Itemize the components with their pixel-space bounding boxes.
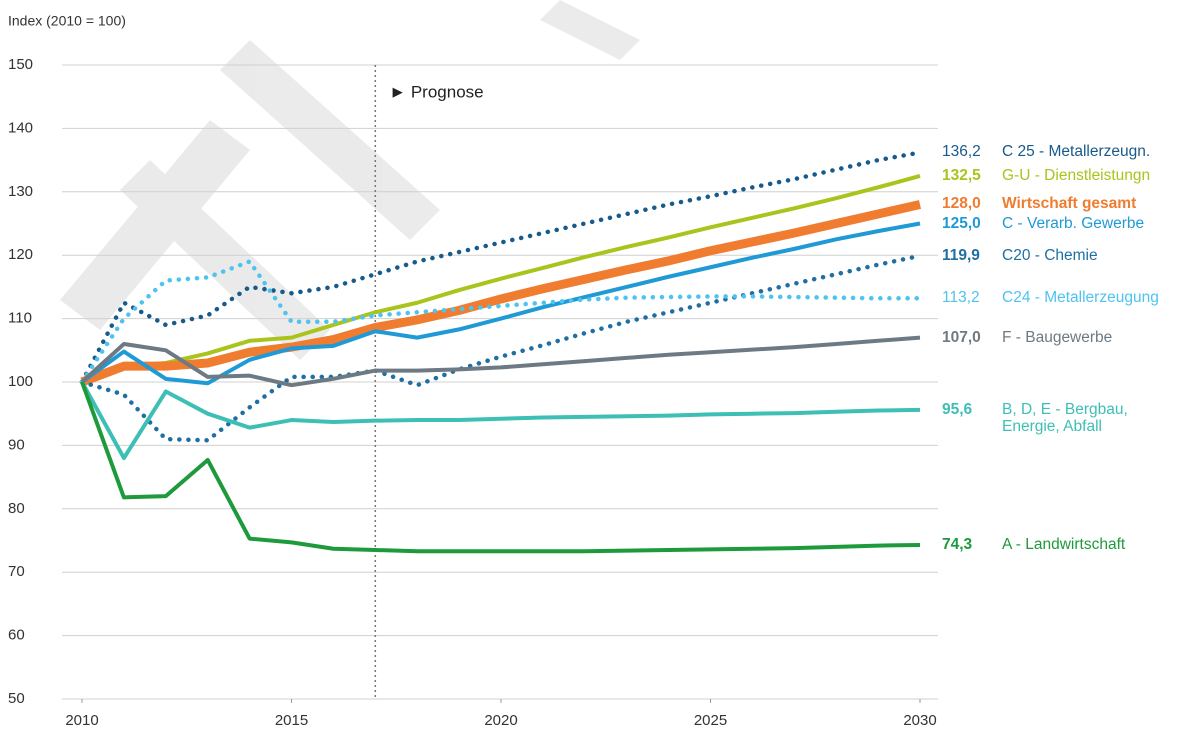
legend-entry: B, D, E - Bergbau, Energie, Abfall <box>1002 400 1128 435</box>
y-tick-label: 70 <box>8 563 25 580</box>
value-label: 95,6 <box>942 400 973 418</box>
series-line <box>81 174 921 384</box>
value-label: 136,2 <box>942 143 981 161</box>
value-label: 119,9 <box>942 246 980 264</box>
value-label: 128,0 <box>942 195 981 213</box>
series-line <box>80 200 921 387</box>
legend-entry: A - Landwirtschaft <box>1002 535 1126 553</box>
series-line <box>79 150 923 385</box>
legend-entry: F - Baugewerbe <box>1002 328 1113 346</box>
y-axis-title: Index (2010 = 100) <box>8 13 126 29</box>
x-tick-label: 2010 <box>65 712 98 729</box>
annotation: ► Prognose <box>389 82 483 101</box>
legend-entry: C20 - Chemie <box>1002 246 1098 264</box>
value-label: 74,3 <box>942 535 973 553</box>
series-line <box>79 253 923 443</box>
y-tick-label: 90 <box>8 436 25 453</box>
y-tick-label: 150 <box>8 56 33 73</box>
legend-entry: Wirtschaft gesamt <box>1002 195 1137 213</box>
y-tick-label: 50 <box>8 690 25 707</box>
y-tick-label: 100 <box>8 373 33 390</box>
y-tick-label: 60 <box>8 627 25 644</box>
y-tick-label: 120 <box>8 246 33 263</box>
series-line <box>79 259 923 385</box>
value-label: 107,0 <box>942 328 981 346</box>
x-tick-label: 2015 <box>275 712 308 729</box>
y-tick-label: 130 <box>8 183 33 200</box>
y-tick-label: 80 <box>8 500 25 517</box>
y-tick-label: 140 <box>8 119 33 136</box>
value-label: 132,5 <box>942 166 981 184</box>
x-tick-label: 2025 <box>694 712 727 729</box>
series-line <box>80 381 921 554</box>
watermark <box>60 0 640 360</box>
legend-entry: G-U - Dienstleistungn <box>1002 166 1151 184</box>
series-line <box>80 381 921 461</box>
legend-entry: C 25 - Metallerzeugn. <box>1002 143 1151 161</box>
value-label: 125,0 <box>942 214 981 232</box>
series-line <box>80 335 921 388</box>
legend-entry: C - Verarb. Gewerbe <box>1002 214 1145 232</box>
value-label: 113,2 <box>942 289 980 307</box>
legend-entry: C24 - Metallerzeugung <box>1002 289 1159 307</box>
y-tick-label: 110 <box>8 310 32 327</box>
x-tick-label: 2020 <box>484 712 517 729</box>
x-tick-label: 2030 <box>903 712 936 729</box>
